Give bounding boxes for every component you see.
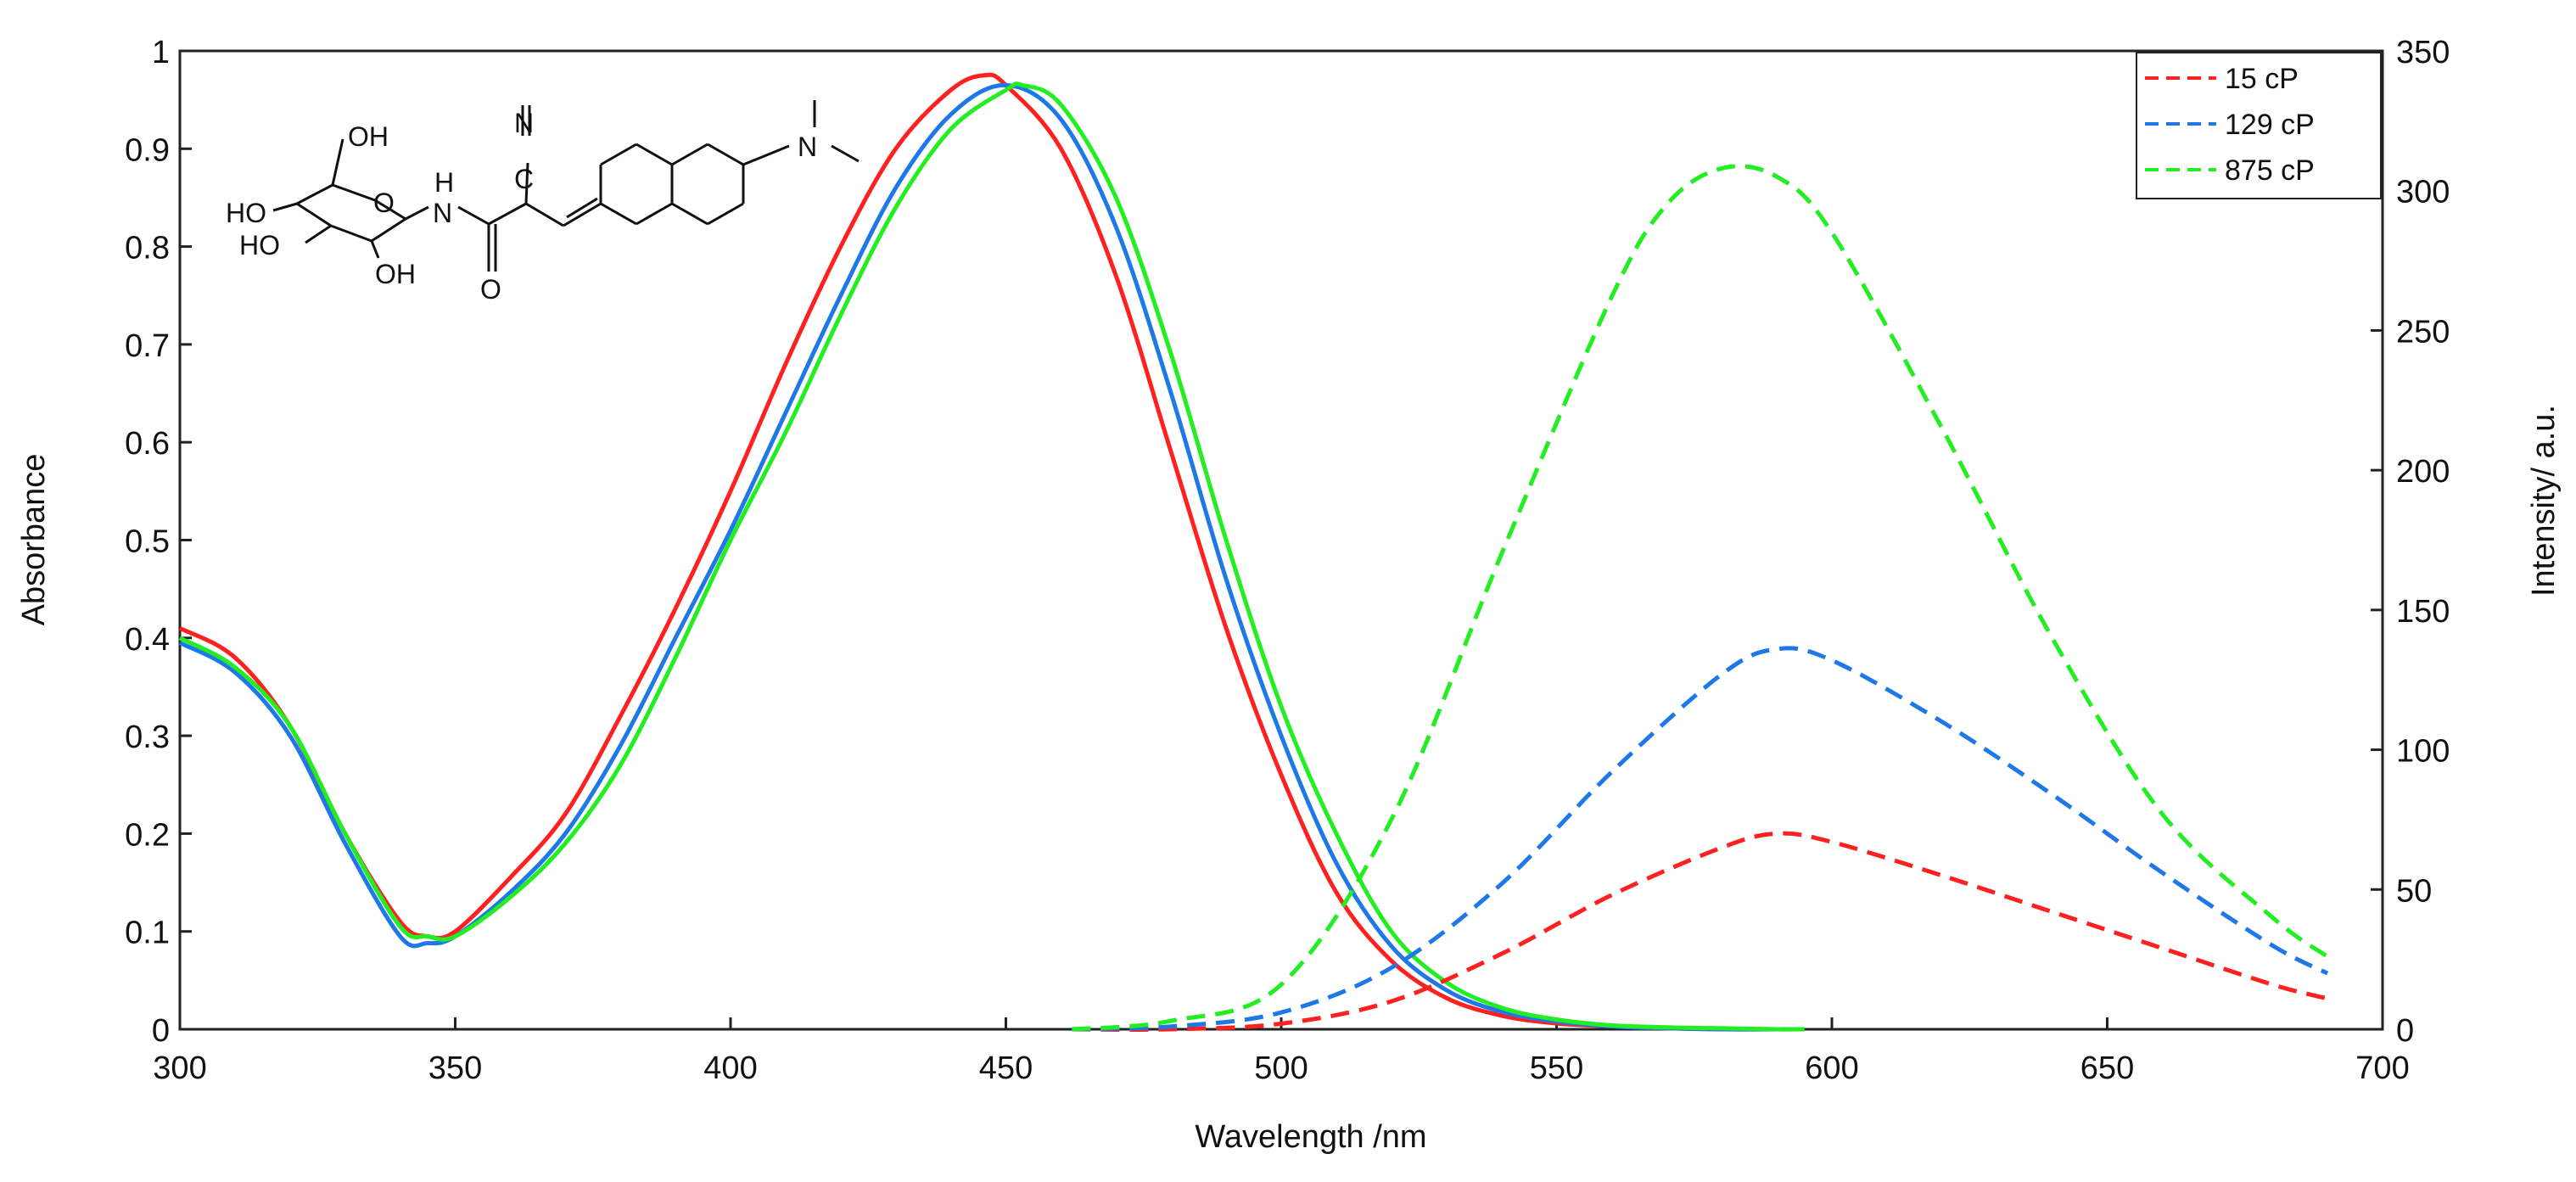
x-tick-label: 700 (2355, 1050, 2409, 1086)
x-tick-label: 400 (703, 1050, 757, 1086)
y-tick-label: 0.3 (125, 720, 170, 755)
y2-axis-ticks: 0 50 100 150 200 250 300 350 (2371, 35, 2450, 1049)
y2-axis-label: Intensity/ a.u. (2526, 405, 2562, 597)
absorbance-line-15cp (178, 72, 1805, 1032)
y-tick-label: 0.5 (125, 524, 170, 560)
y2-tick-label: 250 (2396, 314, 2450, 350)
emission-line-15cp (1072, 831, 2328, 1032)
mol-label-ho-1: HO (226, 198, 266, 228)
legend: 15 cP 129 cP 875 cP (2136, 52, 2382, 199)
y-axis-label: Absorbance (16, 454, 52, 626)
mol-label-carbonyl-o: O (480, 274, 501, 305)
y2-tick-label: 350 (2396, 35, 2450, 70)
mol-label-ring-o: O (373, 188, 395, 218)
mol-label-amide-h: H (434, 167, 454, 198)
x-axis-label: Wavelength /nm (1195, 1119, 1426, 1155)
x-tick-label: 500 (1254, 1050, 1308, 1086)
emission-series (1072, 164, 2329, 1032)
y-tick-label: 1 (152, 35, 170, 70)
x-tick-label: 550 (1530, 1050, 1583, 1086)
y2-tick-label: 150 (2396, 594, 2450, 630)
x-tick-label: 600 (1805, 1050, 1858, 1086)
absorbance-line-129cp (178, 82, 1805, 1032)
y-tick-label: 0.8 (125, 231, 170, 266)
y-tick-label: 0.4 (125, 622, 170, 658)
emission-line-875cp (1072, 164, 2329, 1032)
mol-label-amine-n: N (798, 132, 817, 162)
y2-tick-label: 100 (2396, 734, 2450, 770)
mol-label-oh-bottom: OH (375, 259, 416, 289)
y-tick-label: 0.6 (125, 426, 170, 462)
x-tick-label: 350 (428, 1050, 482, 1086)
y2-tick-label: 50 (2396, 873, 2432, 909)
mol-label-amide-n: N (433, 198, 452, 228)
absorbance-line-875cp (178, 81, 1805, 1032)
y-axis-ticks: 0 0.1 0.2 0.3 0.4 0.5 0.6 0.7 0.8 0.9 1 (125, 35, 192, 1049)
plot-area (178, 49, 2384, 1031)
x-tick-label: 650 (2080, 1050, 2134, 1086)
y-tick-label: 0.9 (125, 132, 170, 168)
mol-label-oh-top: OH (348, 121, 389, 152)
mol-label-cyano-n: N (514, 108, 534, 138)
y2-tick-label: 0 (2396, 1013, 2414, 1049)
x-axis-ticks: 300 350 400 450 500 550 600 650 700 (153, 1017, 2410, 1086)
x-tick-label: 450 (979, 1050, 1033, 1086)
molecule-labels: OH HO HO OH O N H N C O N (226, 108, 817, 305)
mol-label-cyano-c: C (514, 164, 534, 194)
absorbance-series (178, 72, 1805, 1032)
molecule-structure (272, 100, 860, 272)
emission-line-129cp (1072, 646, 2329, 1032)
y-tick-label: 0.1 (125, 916, 170, 951)
y-tick-label: 0 (152, 1013, 170, 1049)
legend-label-129cp: 129 cP (2225, 109, 2315, 141)
legend-label-875cp: 875 cP (2225, 154, 2315, 187)
y2-tick-label: 300 (2396, 175, 2450, 210)
y-tick-label: 0.2 (125, 817, 170, 853)
x-tick-label: 300 (153, 1050, 206, 1086)
y2-tick-label: 200 (2396, 454, 2450, 490)
legend-label-15cp: 15 cP (2225, 63, 2299, 95)
y-tick-label: 0.7 (125, 328, 170, 364)
mol-label-ho-2: HO (239, 230, 280, 260)
